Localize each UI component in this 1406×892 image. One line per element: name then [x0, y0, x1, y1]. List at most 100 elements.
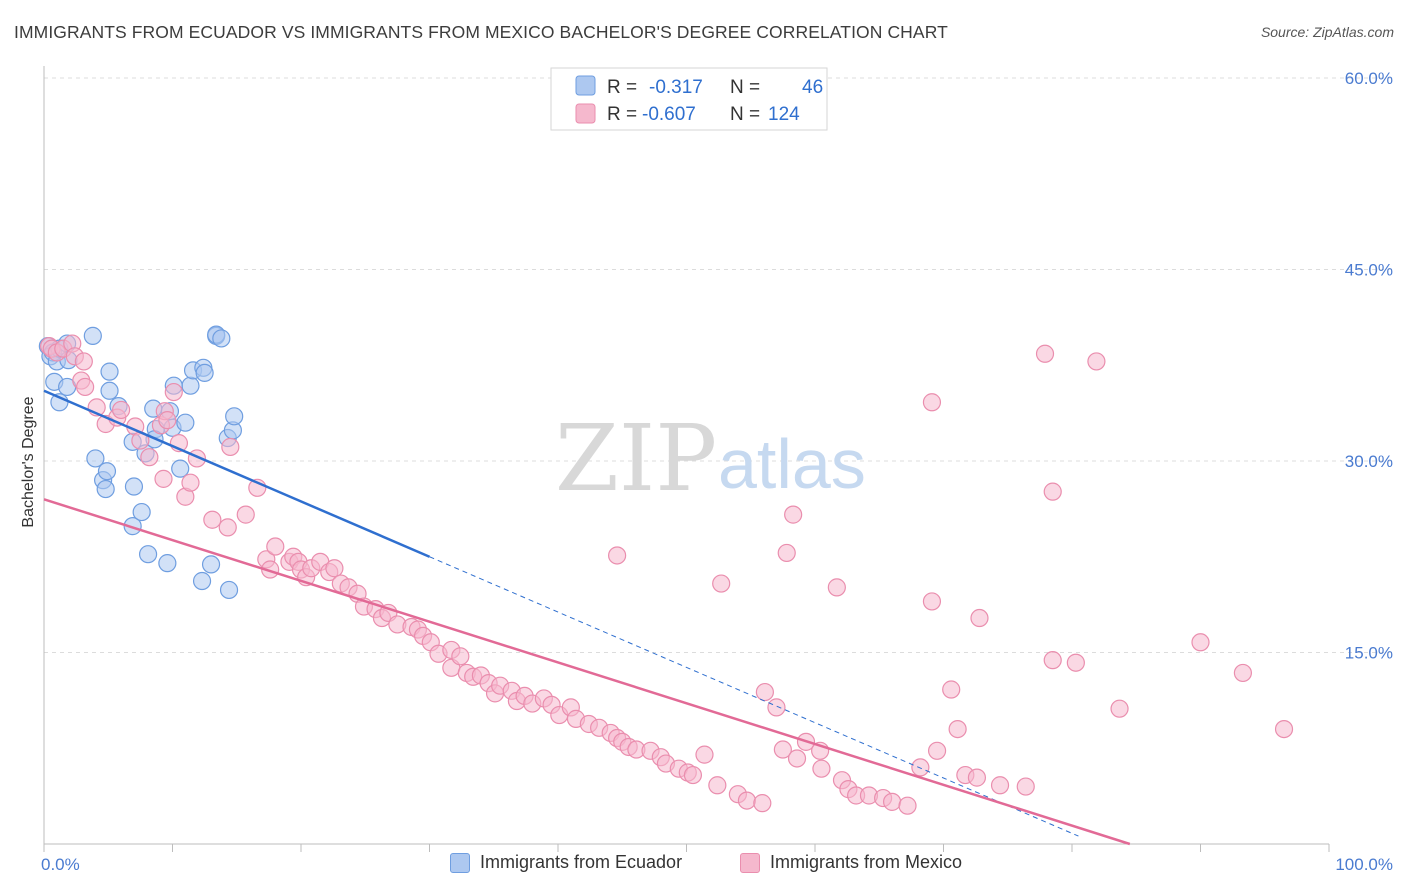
x-tick-label-min: 0.0% [41, 855, 80, 874]
bottom-legend-swatch-ecuador [450, 852, 470, 873]
mexico-point-18 [154, 469, 173, 488]
mexico-point-117 [777, 543, 796, 563]
mexico-trend-line [43, 498, 1131, 846]
mexico-point-103 [882, 792, 902, 811]
mexico-point-90 [753, 794, 772, 813]
legend-swatch-mexico [575, 103, 596, 124]
ecuador-point-30 [176, 413, 195, 432]
mexico-point-118 [608, 546, 627, 565]
mexico-point-85 [683, 765, 703, 785]
x-tick-label-max: 100.0% [1335, 855, 1393, 874]
ecuador-point-42 [225, 407, 244, 426]
legend-r-value-ecuador: -0.317 [649, 77, 703, 98]
ecuador-point-43 [192, 571, 212, 591]
stats-legend: R = -0.317 N = 46 R = -0.607 N = 124 [550, 67, 828, 131]
ecuador-point-13 [86, 449, 105, 468]
mexico-point-25 [203, 510, 222, 529]
source-credit: Source: ZipAtlas.com [1260, 24, 1394, 40]
legend-r-value-mexico: -0.607 [642, 104, 696, 125]
ecuador-point-12 [100, 381, 119, 400]
ecuador-trend-extension [429, 556, 1079, 837]
legend-r-label-mexico: R = [607, 104, 637, 125]
y-tick-label-1: 30.0% [1345, 452, 1393, 471]
ecuador-point-28 [138, 545, 158, 564]
mexico-point-20 [164, 382, 183, 402]
y-tick-labels: 15.0% 30.0% 45.0% 60.0% [1345, 69, 1393, 663]
mexico-point-125 [1110, 699, 1129, 718]
ecuador-point-36 [195, 363, 214, 383]
ecuador-point-44 [201, 555, 221, 574]
mexico-point-124 [1066, 653, 1085, 672]
mexico-point-86 [695, 745, 714, 764]
legend-n-value-mexico: 124 [768, 104, 800, 125]
ecuador-point-17 [96, 479, 115, 499]
chart-title: IMMIGRANTS FROM ECUADOR VS IMMIGRANTS FR… [14, 22, 948, 42]
legend-r-label-ecuador: R = [607, 77, 637, 98]
mexico-point-104 [898, 796, 917, 815]
legend-n-label-ecuador: N = [730, 77, 760, 98]
mexico-point-41 [325, 559, 344, 578]
mexico-point-107 [948, 719, 967, 739]
mexico-point-89 [737, 791, 756, 810]
ecuador-point-45 [219, 580, 239, 600]
ecuador-point-39 [212, 329, 231, 348]
mexico-point-122 [970, 608, 989, 628]
mexico-point-6 [74, 352, 93, 371]
legend-n-label-mexico: N = [730, 104, 760, 125]
ecuador-point-10 [83, 326, 102, 345]
mexico-point-120 [827, 578, 846, 597]
mexico-point-126 [1233, 663, 1253, 683]
y-tick-label-2: 45.0% [1345, 261, 1393, 280]
mexico-point-92 [767, 698, 786, 717]
mexico-point-116 [784, 505, 803, 524]
mexico-point-123 [1043, 651, 1062, 670]
mexico-point-15 [140, 448, 159, 467]
mexico-point-128 [1191, 633, 1210, 652]
mexico-point-12 [111, 400, 131, 420]
trend-lines [43, 389, 1131, 846]
y-tick-label-3: 60.0% [1345, 69, 1393, 88]
mexico-point-111 [1016, 777, 1035, 796]
bottom-legend-swatch-mexico [740, 852, 760, 873]
mexico-point-19 [158, 411, 177, 430]
mexico-point-105 [911, 758, 930, 777]
mexico-point-115 [1043, 482, 1062, 501]
bottom-legend-label-ecuador: Immigrants from Ecuador [480, 852, 683, 872]
ecuador-point-29 [158, 554, 177, 573]
ecuador-point-33 [171, 459, 190, 478]
mexico-point-121 [922, 592, 942, 611]
bottom-legend-ecuador: Immigrants from Ecuador [450, 852, 682, 873]
ecuador-point-31 [181, 376, 200, 395]
mexico-point-26 [218, 518, 237, 537]
stats-legend-box [550, 67, 828, 131]
ecuador-point-18 [124, 477, 144, 496]
mexico-point-113 [1087, 352, 1106, 371]
mexico-point-112 [1035, 344, 1055, 363]
gridlines [44, 77, 1393, 653]
mexico-point-129 [942, 680, 961, 699]
y-tick-label-0: 15.0% [1345, 644, 1393, 663]
mexico-point-27 [221, 437, 240, 457]
mexico-point-110 [990, 776, 1010, 795]
ecuador-point-21 [123, 517, 142, 536]
mexico-point-119 [712, 574, 731, 593]
watermark-zip: ZIP [555, 405, 717, 512]
mexico-point-96 [812, 759, 831, 778]
mexico-point-93 [773, 740, 792, 759]
mexico-point-28 [236, 505, 255, 524]
mexico-point-114 [922, 393, 942, 412]
ecuador-point-27 [132, 502, 151, 522]
legend-n-value-ecuador: 46 [802, 77, 823, 98]
mexico-point-127 [1274, 719, 1294, 739]
legend-swatch-ecuador [575, 75, 596, 96]
mexico-point-8 [76, 377, 95, 397]
mexico-point-87 [708, 776, 727, 795]
mexico-point-106 [927, 741, 947, 760]
bottom-legend-mexico: Immigrants from Mexico [740, 852, 962, 873]
mexico-point-57 [451, 647, 470, 666]
mexico-point-32 [266, 537, 285, 556]
watermark-atlas: atlas [718, 425, 866, 503]
axes [43, 66, 1330, 852]
mexico-point-109 [967, 768, 987, 787]
